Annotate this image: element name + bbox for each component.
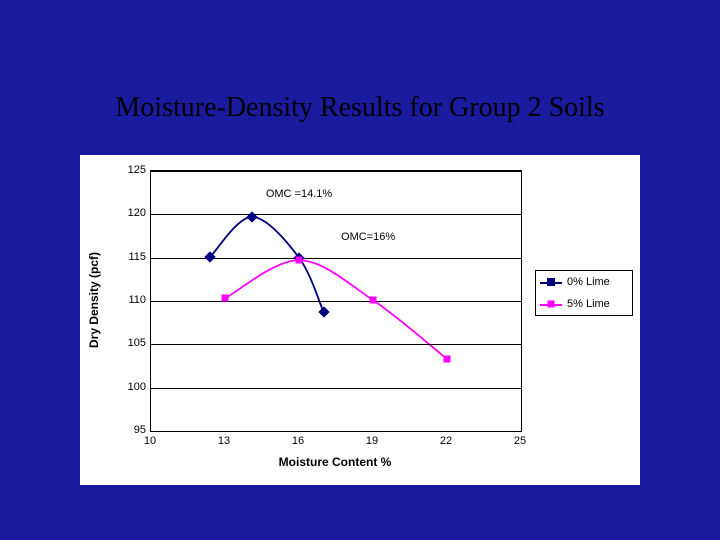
y-tick-label: 125 (120, 164, 146, 176)
gridline (151, 431, 521, 432)
legend-item-0: 0% Lime (536, 271, 632, 293)
x-tick-label: 10 (135, 435, 165, 447)
gridline (151, 388, 521, 389)
legend-label-1: 5% Lime (567, 298, 610, 310)
chart-container: Dry Density (pcf) Moisture Content % OMC… (80, 155, 640, 485)
slide: Moisture-Density Results for Group 2 Soi… (0, 0, 720, 540)
annotation-label: OMC =14.1% (266, 188, 332, 200)
gridline (151, 301, 521, 302)
square-marker-icon (444, 356, 451, 363)
legend-swatch-0 (540, 275, 562, 289)
plot-area: OMC =14.1% OMC=16% (150, 170, 522, 432)
y-tick-label: 105 (120, 337, 146, 349)
x-tick-label: 13 (209, 435, 239, 447)
square-marker-icon (296, 257, 303, 264)
x-tick-label: 16 (283, 435, 313, 447)
y-tick-label: 100 (120, 381, 146, 393)
y-tick-label: 110 (120, 294, 146, 306)
y-tick-label: 115 (120, 251, 146, 263)
gridline (151, 214, 521, 215)
gridline (151, 171, 521, 172)
legend-label-0: 0% Lime (567, 276, 610, 288)
legend-item-1: 5% Lime (536, 293, 632, 315)
x-tick-label: 19 (357, 435, 387, 447)
square-marker-icon (370, 297, 377, 304)
y-axis-label: Dry Density (pcf) (87, 252, 101, 348)
slide-title: Moisture-Density Results for Group 2 Soi… (0, 92, 720, 124)
x-axis-label: Moisture Content % (150, 455, 520, 469)
annotation-label: OMC=16% (341, 231, 395, 243)
legend: 0% Lime 5% Lime (535, 270, 633, 316)
legend-swatch-1 (540, 297, 562, 311)
gridline (151, 344, 521, 345)
x-tick-label: 25 (505, 435, 535, 447)
square-marker-icon (222, 295, 229, 302)
x-tick-label: 22 (431, 435, 461, 447)
y-tick-label: 120 (120, 207, 146, 219)
